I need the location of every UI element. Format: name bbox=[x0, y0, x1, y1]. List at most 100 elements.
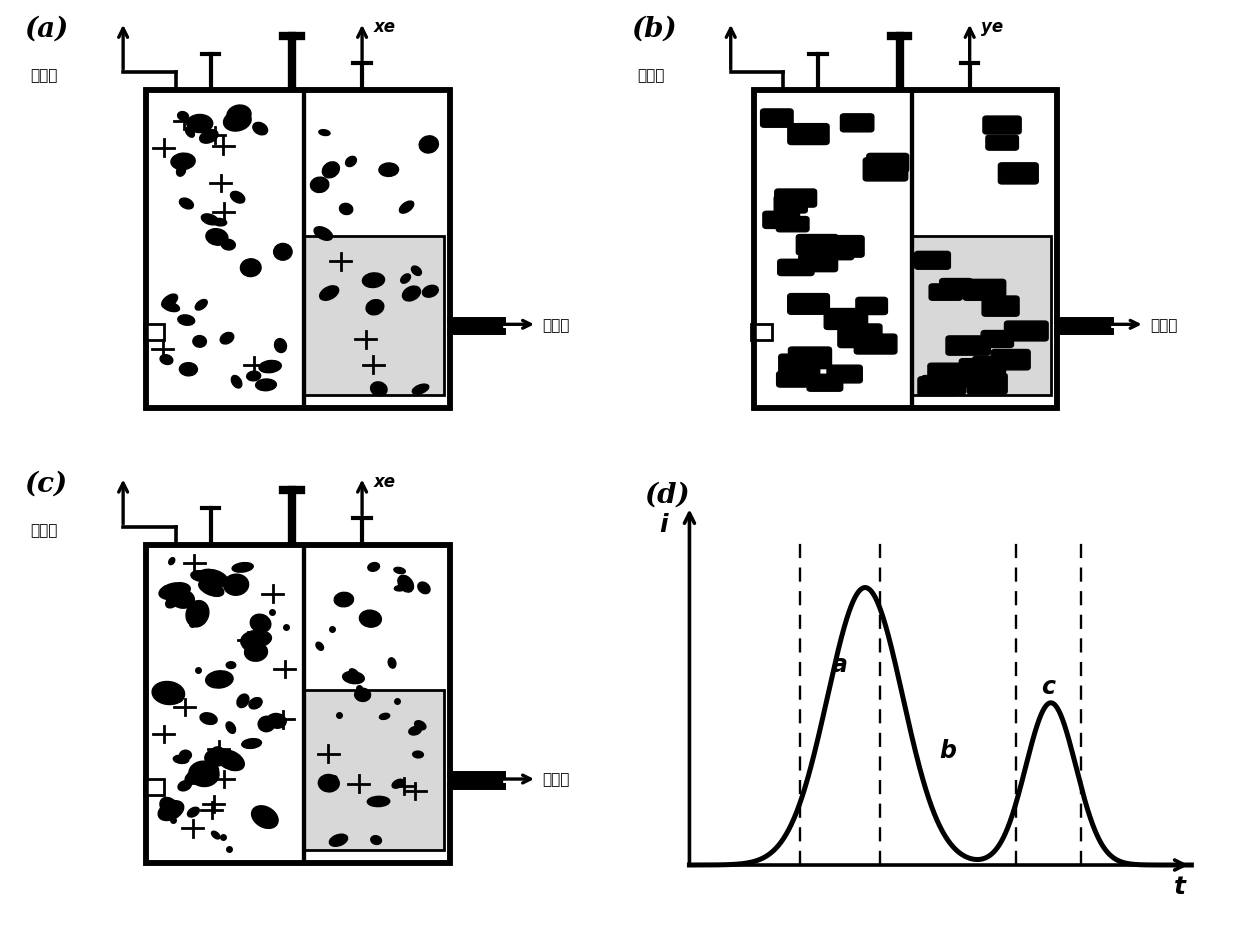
FancyBboxPatch shape bbox=[776, 217, 808, 233]
Ellipse shape bbox=[255, 379, 277, 391]
Ellipse shape bbox=[223, 575, 248, 596]
Ellipse shape bbox=[253, 123, 268, 135]
Text: i: i bbox=[660, 512, 668, 536]
Ellipse shape bbox=[320, 286, 339, 301]
Ellipse shape bbox=[242, 739, 262, 749]
Ellipse shape bbox=[206, 229, 228, 246]
Ellipse shape bbox=[205, 749, 229, 767]
FancyBboxPatch shape bbox=[776, 372, 808, 387]
Text: 进样口: 进样口 bbox=[543, 317, 570, 333]
Text: ye: ye bbox=[981, 19, 1003, 36]
Ellipse shape bbox=[350, 669, 358, 678]
Ellipse shape bbox=[185, 767, 215, 784]
FancyBboxPatch shape bbox=[763, 212, 800, 229]
FancyBboxPatch shape bbox=[774, 197, 807, 214]
Ellipse shape bbox=[371, 383, 387, 397]
Ellipse shape bbox=[346, 158, 356, 168]
Ellipse shape bbox=[195, 300, 207, 311]
Ellipse shape bbox=[177, 112, 188, 121]
Ellipse shape bbox=[335, 592, 353, 607]
Bar bbox=[304, 236, 444, 395]
Ellipse shape bbox=[244, 643, 268, 662]
Ellipse shape bbox=[161, 295, 177, 309]
Ellipse shape bbox=[159, 583, 190, 600]
Ellipse shape bbox=[198, 570, 228, 588]
Ellipse shape bbox=[258, 717, 275, 732]
FancyBboxPatch shape bbox=[915, 252, 950, 270]
FancyBboxPatch shape bbox=[825, 310, 868, 330]
Bar bbox=[146, 91, 449, 409]
FancyBboxPatch shape bbox=[787, 294, 830, 315]
FancyBboxPatch shape bbox=[796, 235, 838, 256]
Ellipse shape bbox=[177, 315, 195, 326]
Ellipse shape bbox=[186, 128, 195, 138]
FancyBboxPatch shape bbox=[965, 360, 1004, 379]
Ellipse shape bbox=[166, 596, 179, 608]
Ellipse shape bbox=[162, 303, 180, 312]
Ellipse shape bbox=[394, 586, 405, 591]
FancyBboxPatch shape bbox=[998, 164, 1038, 184]
Ellipse shape bbox=[401, 274, 410, 284]
Ellipse shape bbox=[198, 580, 223, 597]
FancyBboxPatch shape bbox=[981, 331, 1013, 349]
FancyBboxPatch shape bbox=[928, 363, 972, 384]
Ellipse shape bbox=[403, 286, 420, 301]
Ellipse shape bbox=[340, 204, 352, 215]
Ellipse shape bbox=[188, 761, 219, 787]
Ellipse shape bbox=[252, 806, 278, 829]
Ellipse shape bbox=[247, 372, 260, 381]
Ellipse shape bbox=[171, 692, 184, 703]
Bar bbox=[449, 321, 502, 332]
Ellipse shape bbox=[413, 751, 423, 758]
Ellipse shape bbox=[186, 601, 208, 628]
Text: 进样口: 进样口 bbox=[1151, 317, 1178, 333]
Ellipse shape bbox=[180, 363, 197, 376]
Bar bbox=[754, 91, 1056, 409]
Text: a: a bbox=[832, 653, 848, 677]
Text: (a): (a) bbox=[24, 16, 68, 43]
Ellipse shape bbox=[231, 192, 244, 204]
FancyBboxPatch shape bbox=[921, 376, 966, 395]
Ellipse shape bbox=[314, 227, 332, 241]
Ellipse shape bbox=[360, 611, 382, 628]
Ellipse shape bbox=[176, 167, 186, 177]
Ellipse shape bbox=[171, 154, 195, 171]
FancyBboxPatch shape bbox=[972, 357, 1006, 375]
Ellipse shape bbox=[322, 162, 340, 179]
Ellipse shape bbox=[159, 801, 184, 820]
Ellipse shape bbox=[412, 267, 422, 276]
Ellipse shape bbox=[227, 106, 250, 125]
Ellipse shape bbox=[201, 215, 218, 225]
FancyBboxPatch shape bbox=[967, 374, 1007, 395]
FancyBboxPatch shape bbox=[775, 190, 817, 208]
Text: xe: xe bbox=[373, 473, 396, 490]
Text: (d): (d) bbox=[644, 481, 689, 508]
Bar bbox=[751, 325, 771, 341]
Bar bbox=[144, 780, 164, 795]
Ellipse shape bbox=[249, 698, 262, 709]
FancyBboxPatch shape bbox=[777, 260, 813, 276]
FancyBboxPatch shape bbox=[789, 348, 832, 369]
Ellipse shape bbox=[379, 714, 389, 719]
Ellipse shape bbox=[319, 775, 340, 792]
Text: b: b bbox=[940, 738, 956, 762]
FancyBboxPatch shape bbox=[929, 285, 962, 301]
Bar bbox=[911, 236, 1052, 395]
Text: c: c bbox=[1042, 674, 1055, 698]
Ellipse shape bbox=[226, 662, 236, 669]
Ellipse shape bbox=[174, 756, 188, 764]
Bar bbox=[754, 91, 1056, 409]
Ellipse shape bbox=[179, 781, 191, 791]
Ellipse shape bbox=[419, 136, 439, 154]
Text: (c): (c) bbox=[24, 470, 67, 497]
Ellipse shape bbox=[342, 672, 365, 684]
Bar bbox=[146, 545, 449, 863]
Ellipse shape bbox=[160, 355, 172, 365]
Text: 进样口: 进样口 bbox=[543, 771, 570, 787]
Ellipse shape bbox=[399, 202, 414, 214]
Ellipse shape bbox=[206, 671, 233, 689]
Ellipse shape bbox=[418, 582, 430, 594]
Ellipse shape bbox=[398, 576, 413, 592]
Ellipse shape bbox=[250, 615, 270, 633]
Ellipse shape bbox=[171, 590, 195, 608]
